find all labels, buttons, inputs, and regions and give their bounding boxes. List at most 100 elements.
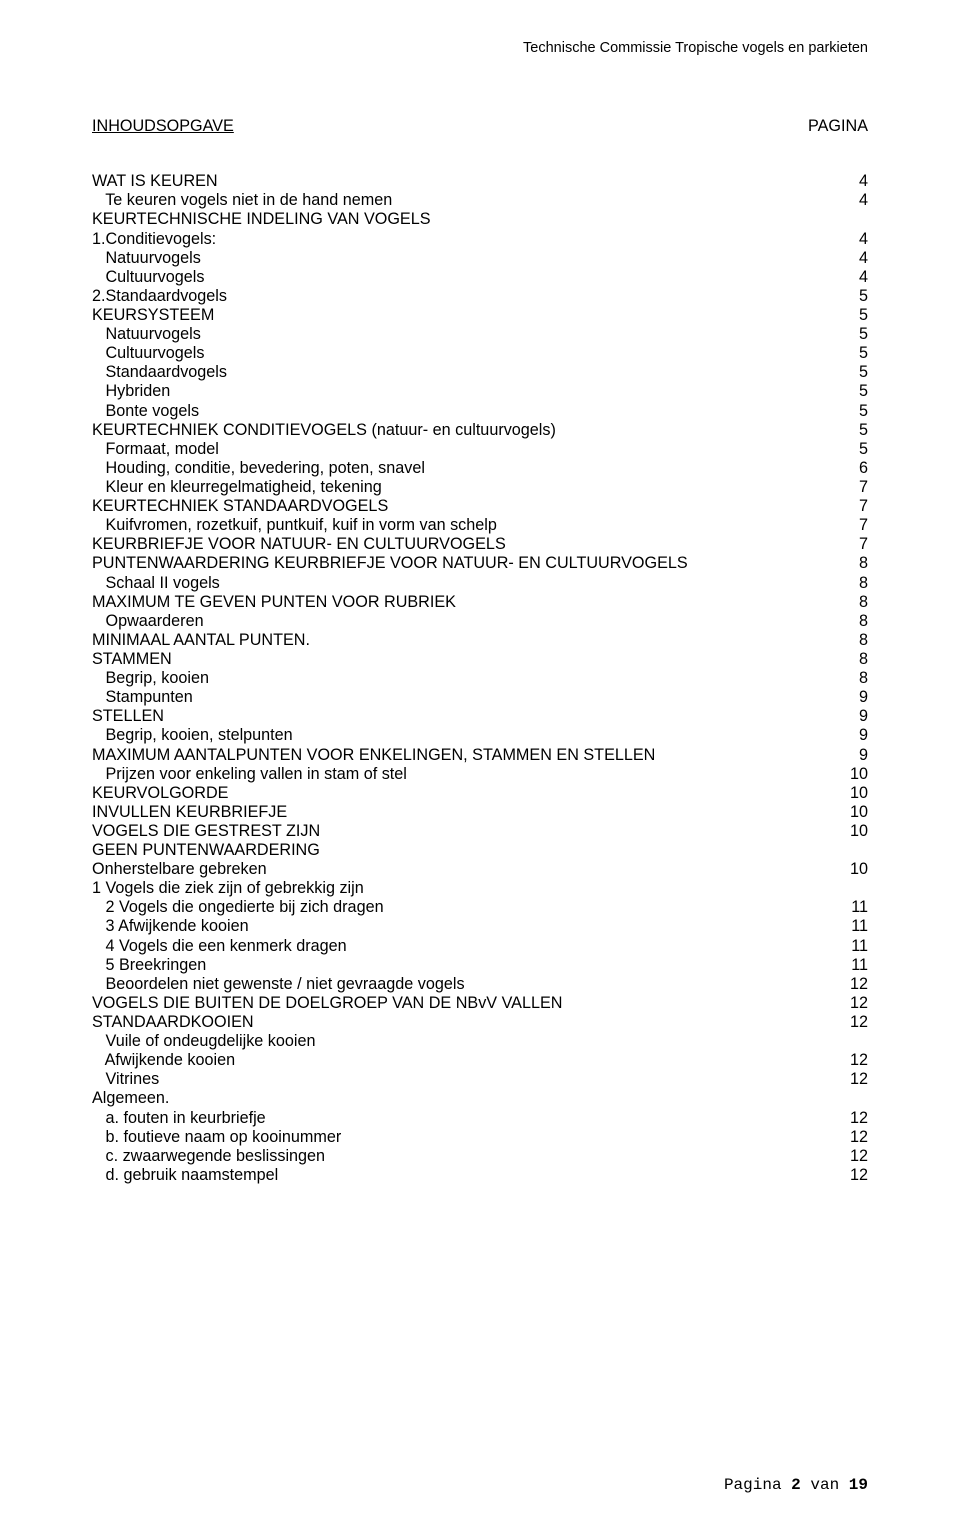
toc-row: VOGELS DIE GESTREST ZIJN10 xyxy=(92,822,868,841)
toc-label: GEEN PUNTENWAARDERING xyxy=(92,841,320,860)
toc-row: STAMMEN8 xyxy=(92,650,868,669)
toc-row: Houding, conditie, bevedering, poten, sn… xyxy=(92,459,868,478)
toc-row: Stampunten9 xyxy=(92,688,868,707)
toc-row: STELLEN 9 xyxy=(92,707,868,726)
toc-label: Vitrines xyxy=(92,1070,159,1089)
document-page: Technische Commissie Tropische vogels en… xyxy=(0,0,960,1523)
toc-row: Schaal II vogels 8 xyxy=(92,574,868,593)
toc-page: 10 xyxy=(842,860,868,879)
toc-page: 4 xyxy=(851,249,868,268)
toc-page: 7 xyxy=(851,497,868,516)
toc-page: 9 xyxy=(851,726,868,745)
toc-row: Kleur en kleurregelmatigheid, tekening7 xyxy=(92,478,868,497)
toc-label: KEURTECHNIEK STANDAARDVOGELS xyxy=(92,497,388,516)
toc-page: 12 xyxy=(842,1013,868,1032)
toc-label: Algemeen. xyxy=(92,1089,169,1108)
toc-page: 5 xyxy=(851,421,868,440)
toc-page: 12 xyxy=(842,1051,868,1070)
toc-page: 5 xyxy=(851,287,868,306)
toc-page: 11 xyxy=(843,956,868,975)
toc-label: MAXIMUM TE GEVEN PUNTEN VOOR RUBRIEK xyxy=(92,593,456,612)
toc-page: 10 xyxy=(842,803,868,822)
toc-page: 12 xyxy=(842,1070,868,1089)
toc-row: MINIMAAL AANTAL PUNTEN. 8 xyxy=(92,631,868,650)
toc-label: Begrip, kooien xyxy=(92,669,209,688)
toc-row: VOGELS DIE BUITEN DE DOELGROEP VAN DE NB… xyxy=(92,994,868,1013)
toc-label: KEURSYSTEEM xyxy=(92,306,214,325)
toc-page: 12 xyxy=(842,1166,868,1185)
toc-page: 8 xyxy=(851,612,868,631)
toc-body: WAT IS KEUREN 4 Te keuren vogels niet in … xyxy=(92,172,868,1185)
toc-row: INVULLEN KEURBRIEFJE10 xyxy=(92,803,868,822)
toc-label: Prijzen voor enkeling vallen in stam of … xyxy=(92,765,407,784)
toc-label: c. zwaarwegende beslissingen xyxy=(92,1147,325,1166)
toc-page: 5 xyxy=(851,344,868,363)
toc-row: WAT IS KEUREN 4 xyxy=(92,172,868,191)
toc-row: GEEN PUNTENWAARDERING xyxy=(92,841,868,860)
toc-row: c. zwaarwegende beslissingen 12 xyxy=(92,1147,868,1166)
toc-label: 2.Standaardvogels xyxy=(92,287,227,306)
toc-label: Onherstelbare gebreken xyxy=(92,860,267,879)
toc-label: Cultuurvogels xyxy=(92,268,204,287)
toc-title-right: PAGINA xyxy=(808,117,868,136)
toc-page: 9 xyxy=(851,688,868,707)
toc-page: 12 xyxy=(842,1109,868,1128)
toc-page: 12 xyxy=(842,975,868,994)
toc-page: 5 xyxy=(851,363,868,382)
toc-label: Hybriden xyxy=(92,382,170,401)
toc-page: 12 xyxy=(842,1147,868,1166)
toc-row: Natuurvogels5 xyxy=(92,325,868,344)
toc-label: 1.Conditievogels: xyxy=(92,230,216,249)
toc-row: KEURSYSTEEM5 xyxy=(92,306,868,325)
toc-row: 3 Afwijkende kooien11 xyxy=(92,917,868,936)
toc-label: KEURTECHNISCHE INDELING VAN VOGELS xyxy=(92,210,431,229)
toc-label: 5 Breekringen xyxy=(92,956,206,975)
toc-label: Begrip, kooien, stelpunten xyxy=(92,726,293,745)
toc-label: WAT IS KEUREN xyxy=(92,172,218,191)
toc-label: KEURTECHNIEK CONDITIEVOGELS (natuur- en … xyxy=(92,421,556,440)
toc-page: 7 xyxy=(851,516,868,535)
toc-page: 8 xyxy=(851,574,868,593)
toc-label: KEURBRIEFJE VOOR NATUUR- EN CULTUURVOGEL… xyxy=(92,535,506,554)
toc-label: b. foutieve naam op kooinummer xyxy=(92,1128,341,1147)
toc-label: MINIMAAL AANTAL PUNTEN. xyxy=(92,631,310,650)
toc-page: 7 xyxy=(851,535,868,554)
toc-row: Vitrines 12 xyxy=(92,1070,868,1089)
footer-page-number: 2 xyxy=(791,1476,801,1494)
toc-row: KEURTECHNISCHE INDELING VAN VOGELS xyxy=(92,210,868,229)
toc-page: 8 xyxy=(851,631,868,650)
toc-page: 4 xyxy=(851,172,868,191)
toc-page: 4 xyxy=(851,191,868,210)
toc-row: Kuifvromen, rozetkuif, puntkuif, kuif in… xyxy=(92,516,868,535)
toc-row: 4 Vogels die een kenmerk dragen11 xyxy=(92,937,868,956)
toc-label: STELLEN xyxy=(92,707,164,726)
toc-label: VOGELS DIE GESTREST ZIJN xyxy=(92,822,320,841)
toc-row: MAXIMUM AANTALPUNTEN VOOR ENKELINGEN, ST… xyxy=(92,746,868,765)
toc-page: 8 xyxy=(851,650,868,669)
toc-page: 11 xyxy=(843,917,868,936)
toc-page: 8 xyxy=(851,593,868,612)
toc-title-left: INHOUDSOPGAVE xyxy=(92,117,234,136)
toc-page: 11 xyxy=(843,898,868,917)
toc-row: Natuurvogels 4 xyxy=(92,249,868,268)
toc-row: Hybriden5 xyxy=(92,382,868,401)
toc-label: Bonte vogels xyxy=(92,402,199,421)
toc-label: Natuurvogels xyxy=(92,325,201,344)
toc-label: Houding, conditie, bevedering, poten, sn… xyxy=(92,459,425,478)
footer-total: 19 xyxy=(849,1476,868,1494)
toc-row: 2 Vogels die ongedierte bij zich dragen1… xyxy=(92,898,868,917)
toc-page: 11 xyxy=(843,937,868,956)
toc-page: 7 xyxy=(851,478,868,497)
toc-label: STANDAARDKOOIEN xyxy=(92,1013,254,1032)
toc-row: Cultuurvogels5 xyxy=(92,344,868,363)
toc-page: 9 xyxy=(851,707,868,726)
toc-row: KEURBRIEFJE VOOR NATUUR- EN CULTUURVOGEL… xyxy=(92,535,868,554)
toc-row: KEURVOLGORDE10 xyxy=(92,784,868,803)
footer-mid: van xyxy=(801,1476,849,1494)
toc-label: Te keuren vogels niet in de hand nemen xyxy=(92,191,392,210)
toc-row: 2.Standaardvogels 5 xyxy=(92,287,868,306)
toc-row: KEURTECHNIEK STANDAARDVOGELS 7 xyxy=(92,497,868,516)
toc-row: Begrip, kooien, stelpunten 9 xyxy=(92,726,868,745)
toc-label: Natuurvogels xyxy=(92,249,201,268)
toc-label: Schaal II vogels xyxy=(92,574,220,593)
